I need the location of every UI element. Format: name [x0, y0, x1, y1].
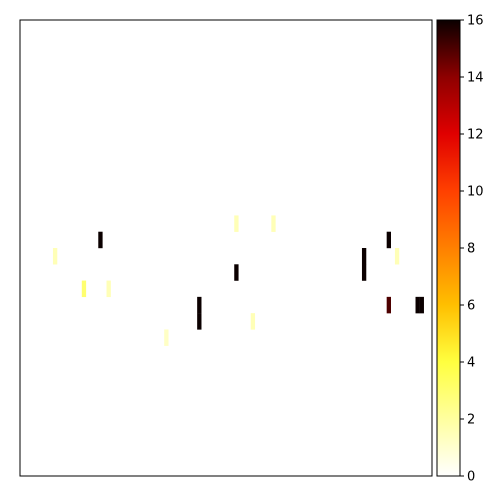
heatmap-cell	[386, 296, 391, 314]
heatmap-cell	[197, 313, 202, 330]
colorbar-tick-label: 2	[467, 413, 475, 428]
heatmap-cell	[52, 248, 58, 265]
colorbar-tick-label: 10	[467, 185, 484, 200]
colorbar-tick-label: 0	[467, 470, 475, 485]
plot-area	[20, 20, 432, 476]
colorbar	[436, 19, 461, 477]
heatmap-cell	[234, 264, 239, 281]
heatmap-cell	[415, 296, 420, 314]
colorbar-tick-label: 4	[467, 356, 475, 371]
heatmap-cell	[197, 296, 202, 314]
heatmap-cell	[98, 231, 103, 249]
heatmap-cells	[52, 215, 424, 346]
heatmap-cell	[106, 280, 111, 298]
colorbar-tick-label: 14	[467, 71, 484, 86]
colorbar-tick-label: 16	[467, 14, 484, 29]
heatmap-cell	[250, 313, 256, 330]
heatmap-cell	[234, 215, 239, 232]
heatmap-cell	[81, 280, 87, 298]
colorbar-tick-label: 12	[467, 128, 484, 143]
plot-frame	[19, 19, 433, 477]
heatmap-cell	[271, 215, 276, 232]
heatmap-cell	[164, 329, 169, 346]
colorbar-tick-label: 6	[467, 299, 475, 314]
heatmap-cell	[394, 248, 400, 265]
heatmap-cell	[386, 231, 391, 249]
colorbar-tick-label: 8	[467, 242, 475, 257]
colorbar-ticks: 0 2 4 6 8 10 12 14 16	[460, 14, 484, 485]
heatmap-cell	[361, 248, 367, 265]
heatmap-cell	[419, 296, 424, 314]
heatmap-cell	[361, 264, 367, 281]
